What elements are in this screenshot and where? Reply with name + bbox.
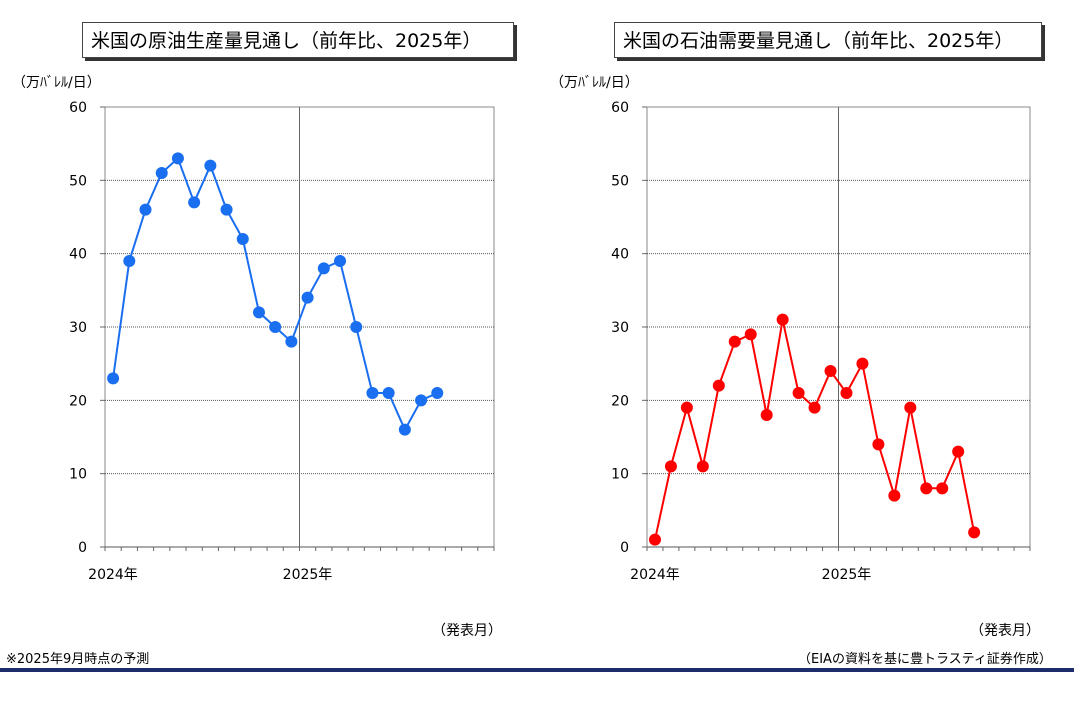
chart1-data-point <box>285 335 298 348</box>
chart2-ytick-label: 10 <box>611 467 629 483</box>
chart2-data-point <box>696 460 709 473</box>
footnote-left: ※2025年9月時点の予測 <box>6 652 150 667</box>
chart2-data-point <box>728 335 741 348</box>
chart2-data-point <box>792 387 805 399</box>
chart2-series-line <box>654 319 976 540</box>
chart1-data-point <box>366 387 379 399</box>
chart2-data-point <box>872 438 885 451</box>
chart2-xtick-label: 2025年 <box>822 567 872 583</box>
chart1-ytick-label: 40 <box>69 247 87 263</box>
chart1-xtick-label: 2025年 <box>283 567 333 583</box>
chart2-data-point <box>920 482 933 495</box>
chart1-ytick-label: 60 <box>69 100 87 116</box>
chart1-data-point <box>398 423 411 436</box>
chart1-data-point <box>269 321 282 333</box>
chart1-data-point <box>252 306 265 319</box>
chart2-data-point <box>712 379 725 392</box>
chart1-data-point <box>171 152 184 165</box>
chart1-data-point <box>334 255 347 267</box>
chart1-ytick-label: 30 <box>69 320 87 336</box>
chart1-data-point <box>220 203 233 216</box>
chart1-data-point <box>107 372 120 385</box>
bottom-rule <box>0 668 1074 672</box>
chart2-title: 米国の石油需要量見通し（前年比、2025年） <box>614 22 1042 58</box>
chart2-data-point <box>856 357 869 370</box>
chart1-ytick-label: 10 <box>69 467 87 483</box>
chart2-data-point <box>664 460 677 473</box>
chart1-ytick-label: 20 <box>69 393 87 409</box>
chart2-data-point <box>680 401 693 414</box>
chart2-data-point <box>776 313 789 326</box>
chart1-ytick-label: 50 <box>69 173 87 189</box>
chart2-ytick-label: 20 <box>611 393 629 409</box>
chart2-ytick-label: 50 <box>611 173 629 189</box>
chart2-xtick-label: 2024年 <box>630 567 680 583</box>
chart2-ytick-label: 60 <box>611 100 629 116</box>
chart1-data-point <box>139 203 152 216</box>
chart1-data-point <box>415 394 428 407</box>
chart1-data-point <box>350 321 363 333</box>
chart2-data-point <box>840 387 853 399</box>
chart1-data-point <box>155 167 168 179</box>
chart2-data-point <box>824 365 837 377</box>
chart1-data-point <box>301 291 314 304</box>
chart2-unit-label: （万ﾊﾞﾚﾙ/日） <box>550 75 639 91</box>
chart2-data-point <box>904 401 917 414</box>
chart1-xaxis-note: （発表月） <box>432 623 502 639</box>
chart1-unit-label: （万ﾊﾞﾚﾙ/日） <box>12 75 101 91</box>
chart1-data-point <box>431 387 444 399</box>
chart1-xtick-label: 2024年 <box>88 567 138 583</box>
chart2-data-point <box>744 328 757 341</box>
chart2-ytick-label: 30 <box>611 320 629 336</box>
chart1-data-point <box>188 196 201 209</box>
chart1-data-point <box>204 159 217 172</box>
chart1-title: 米国の原油生産量見通し（前年比、2025年） <box>82 22 514 58</box>
chart2-data-point <box>888 489 901 502</box>
chart2-ytick-label: 0 <box>620 540 629 556</box>
chart2-data-point <box>952 445 965 458</box>
chart1-data-point <box>317 262 330 275</box>
footnote-right: （EIAの資料を基に豊トラスティ証券作成） <box>798 652 1052 667</box>
chart1-data-point <box>236 233 249 245</box>
chart2-data-point <box>936 482 949 495</box>
chart2-data-point <box>760 409 773 421</box>
chart1-ytick-label: 0 <box>78 540 87 556</box>
chart2-ytick-label: 40 <box>611 247 629 263</box>
chart1-data-point <box>382 387 395 399</box>
chart2-data-point <box>968 526 981 539</box>
chart1-data-point <box>123 255 136 267</box>
chart2-data-point <box>808 401 821 414</box>
chart2-data-point <box>648 533 661 546</box>
chart2-xaxis-note: （発表月） <box>970 623 1040 639</box>
